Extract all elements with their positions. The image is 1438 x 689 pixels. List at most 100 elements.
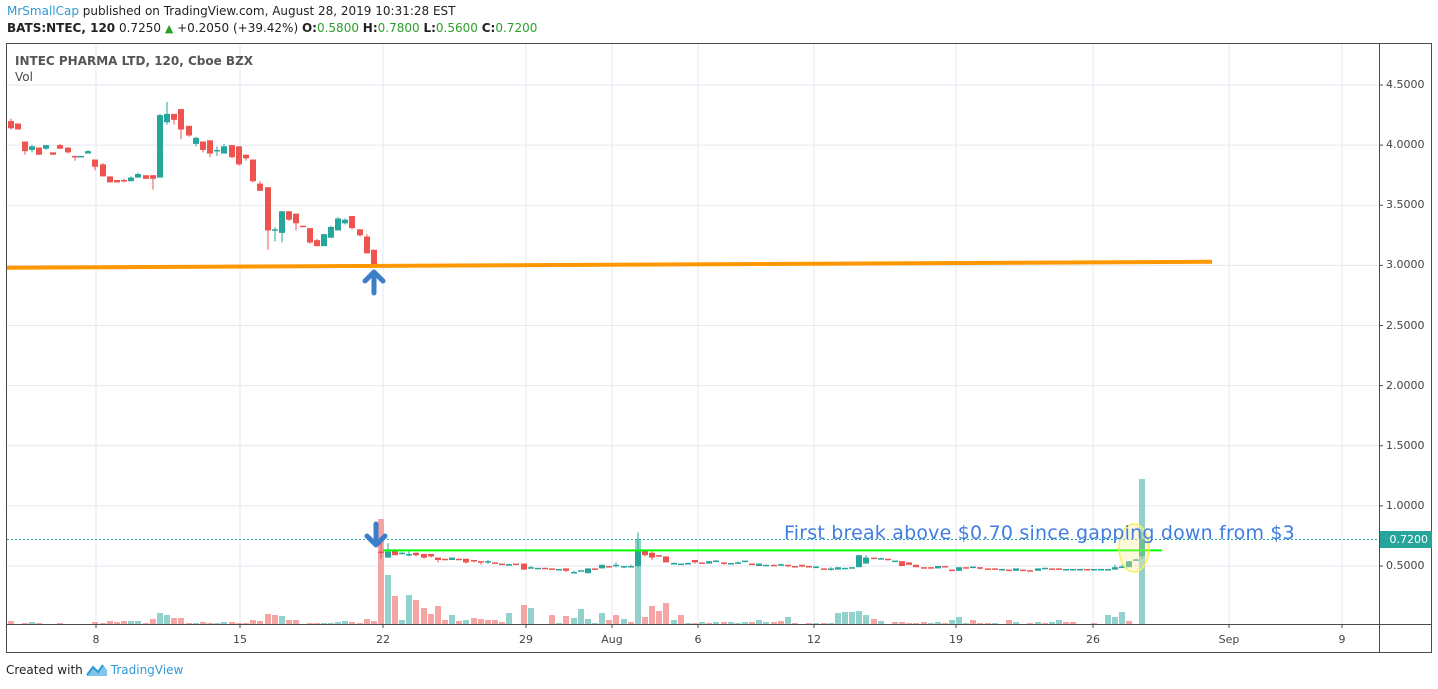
candle-body (985, 568, 991, 570)
footer: Created with TradingView (6, 663, 183, 677)
volume-bar (942, 623, 948, 624)
candle-body (921, 567, 927, 569)
candle (649, 550, 655, 560)
candle (1020, 569, 1026, 572)
volume-bar (1063, 622, 1069, 624)
candle (229, 145, 235, 159)
candle-body (150, 175, 156, 179)
candle (806, 566, 812, 568)
candle (428, 553, 434, 558)
volume-bar (279, 616, 285, 624)
candle (357, 229, 363, 237)
series-title[interactable]: INTEC PHARMA LTD, 120, Cboe BZX (15, 54, 254, 68)
volume-bar (135, 621, 141, 624)
candle-body (471, 559, 477, 562)
volume-bar (257, 621, 263, 624)
candle (243, 154, 249, 161)
candle-body (43, 145, 49, 149)
candle (1027, 570, 1033, 572)
volume-bar (349, 622, 355, 624)
candle-body (928, 567, 934, 569)
candle (29, 145, 35, 153)
candle (663, 556, 669, 563)
candle-body (456, 558, 462, 561)
candle-body (977, 567, 983, 569)
candle-body (649, 552, 655, 558)
volume-bar (335, 622, 341, 624)
candle (328, 225, 334, 238)
candle (8, 118, 14, 130)
candle-body (229, 145, 235, 158)
volume-bar (828, 623, 834, 624)
volume-bar (92, 622, 98, 624)
volume-bar (842, 612, 848, 624)
volume-bar (428, 614, 434, 624)
candle (849, 567, 855, 569)
volume-label[interactable]: Vol (15, 70, 33, 84)
candle (771, 564, 777, 567)
volume-bar (713, 622, 719, 624)
candle (642, 550, 648, 557)
time-tick-label: 6 (694, 633, 702, 646)
candle-body (200, 141, 206, 150)
time-tick-label: Sep (1218, 633, 1240, 646)
candle-body (236, 146, 242, 165)
price-tick-label: 4.0000 (1386, 138, 1425, 152)
candle-body (392, 550, 398, 556)
time-tick-label: 29 (519, 633, 533, 646)
volume-bar (236, 623, 242, 624)
candle-body (15, 123, 21, 130)
candle-body (357, 229, 363, 236)
volume-bar (935, 622, 941, 624)
candle (1133, 558, 1139, 561)
candle-body (349, 216, 355, 229)
candle (1042, 567, 1048, 570)
candle (406, 550, 412, 557)
candle-body (272, 229, 278, 231)
volume-bar (821, 623, 827, 624)
volume-bar (992, 623, 998, 624)
price-tick-label: 1.5000 (1386, 438, 1425, 452)
tradingview-brand[interactable]: TradingView (110, 663, 184, 677)
candle-body (1042, 567, 1048, 570)
candle (935, 566, 941, 569)
candle-body (1013, 568, 1019, 571)
candle-body (899, 561, 905, 566)
annotation-text[interactable]: First break above $0.70 since gapping do… (784, 522, 1295, 544)
candle-body (621, 566, 627, 568)
candle (143, 175, 149, 179)
candle (621, 566, 627, 569)
author-link[interactable]: MrSmallCap (7, 4, 79, 18)
volume-bar (1042, 623, 1048, 624)
volume-bar (171, 618, 177, 624)
candle-body (279, 211, 285, 233)
high-value: 0.7800 (377, 21, 420, 35)
candle (178, 109, 184, 140)
candle-body (499, 563, 505, 566)
candle-body (364, 236, 370, 254)
candle-body (692, 559, 698, 563)
candle (15, 123, 21, 130)
volume-bar (592, 623, 598, 624)
candle-body (214, 149, 220, 152)
candle (100, 163, 106, 177)
time-tick-label: 8 (92, 633, 100, 646)
candle-body (735, 562, 741, 564)
candle (214, 146, 220, 156)
candle-body (663, 556, 669, 563)
candle-body (164, 113, 170, 123)
candle (1119, 564, 1125, 569)
candle-body (435, 557, 441, 560)
candle-body (265, 187, 271, 231)
volume-bar (442, 620, 448, 624)
volume-bar (157, 613, 163, 624)
candle (628, 564, 634, 568)
volume-bar (265, 614, 271, 624)
volume-bar (506, 613, 512, 624)
volume-bar (528, 608, 534, 624)
volume-bar (221, 622, 227, 624)
candle-body (935, 566, 941, 569)
candle-body (521, 563, 527, 570)
volume-bar (193, 623, 199, 624)
